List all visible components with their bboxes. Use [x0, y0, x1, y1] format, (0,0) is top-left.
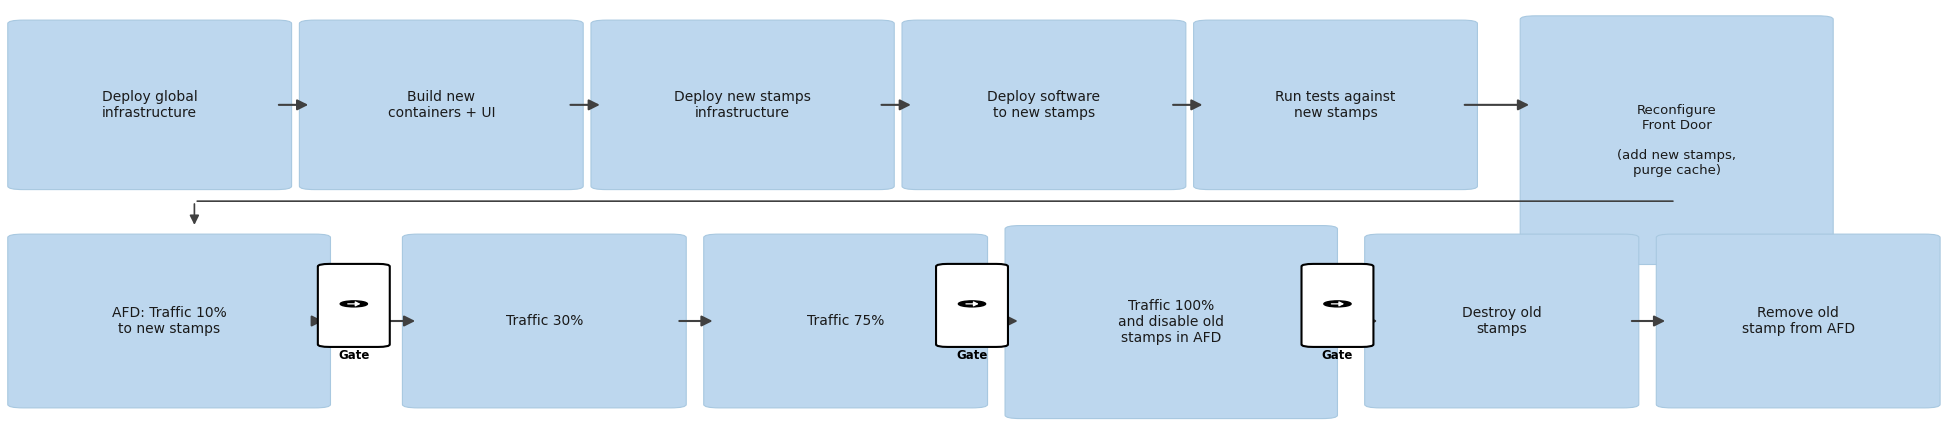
FancyBboxPatch shape	[402, 234, 686, 408]
FancyBboxPatch shape	[1302, 264, 1372, 347]
Text: Traffic 75%: Traffic 75%	[807, 314, 885, 328]
Text: Build new
containers + UI: Build new containers + UI	[387, 90, 496, 120]
FancyBboxPatch shape	[1194, 20, 1477, 190]
Text: Gate: Gate	[956, 349, 988, 362]
FancyBboxPatch shape	[1365, 234, 1639, 408]
Text: Reconfigure
Front Door

(add new stamps,
purge cache): Reconfigure Front Door (add new stamps, …	[1617, 104, 1736, 177]
FancyBboxPatch shape	[317, 264, 389, 347]
Text: Gate: Gate	[338, 349, 369, 362]
Text: Deploy software
to new stamps: Deploy software to new stamps	[988, 90, 1100, 120]
FancyBboxPatch shape	[8, 20, 292, 190]
FancyBboxPatch shape	[704, 234, 988, 408]
FancyBboxPatch shape	[1520, 16, 1833, 265]
Circle shape	[1324, 301, 1351, 307]
Circle shape	[958, 301, 986, 307]
Text: Destroy old
stamps: Destroy old stamps	[1462, 306, 1542, 336]
Text: Remove old
stamp from AFD: Remove old stamp from AFD	[1742, 306, 1855, 336]
Text: Deploy global
infrastructure: Deploy global infrastructure	[101, 90, 198, 120]
FancyBboxPatch shape	[299, 20, 583, 190]
FancyBboxPatch shape	[937, 264, 1007, 347]
FancyBboxPatch shape	[1656, 234, 1940, 408]
Text: AFD: Traffic 10%
to new stamps: AFD: Traffic 10% to new stamps	[111, 306, 227, 336]
Text: Traffic 30%: Traffic 30%	[505, 314, 583, 328]
FancyBboxPatch shape	[902, 20, 1186, 190]
Text: Deploy new stamps
infrastructure: Deploy new stamps infrastructure	[675, 90, 811, 120]
FancyBboxPatch shape	[1005, 226, 1337, 419]
Circle shape	[340, 301, 367, 307]
FancyBboxPatch shape	[591, 20, 894, 190]
Text: Run tests against
new stamps: Run tests against new stamps	[1275, 90, 1396, 120]
Text: Gate: Gate	[1322, 349, 1353, 362]
FancyBboxPatch shape	[8, 234, 330, 408]
Text: Traffic 100%
and disable old
stamps in AFD: Traffic 100% and disable old stamps in A…	[1118, 299, 1225, 345]
